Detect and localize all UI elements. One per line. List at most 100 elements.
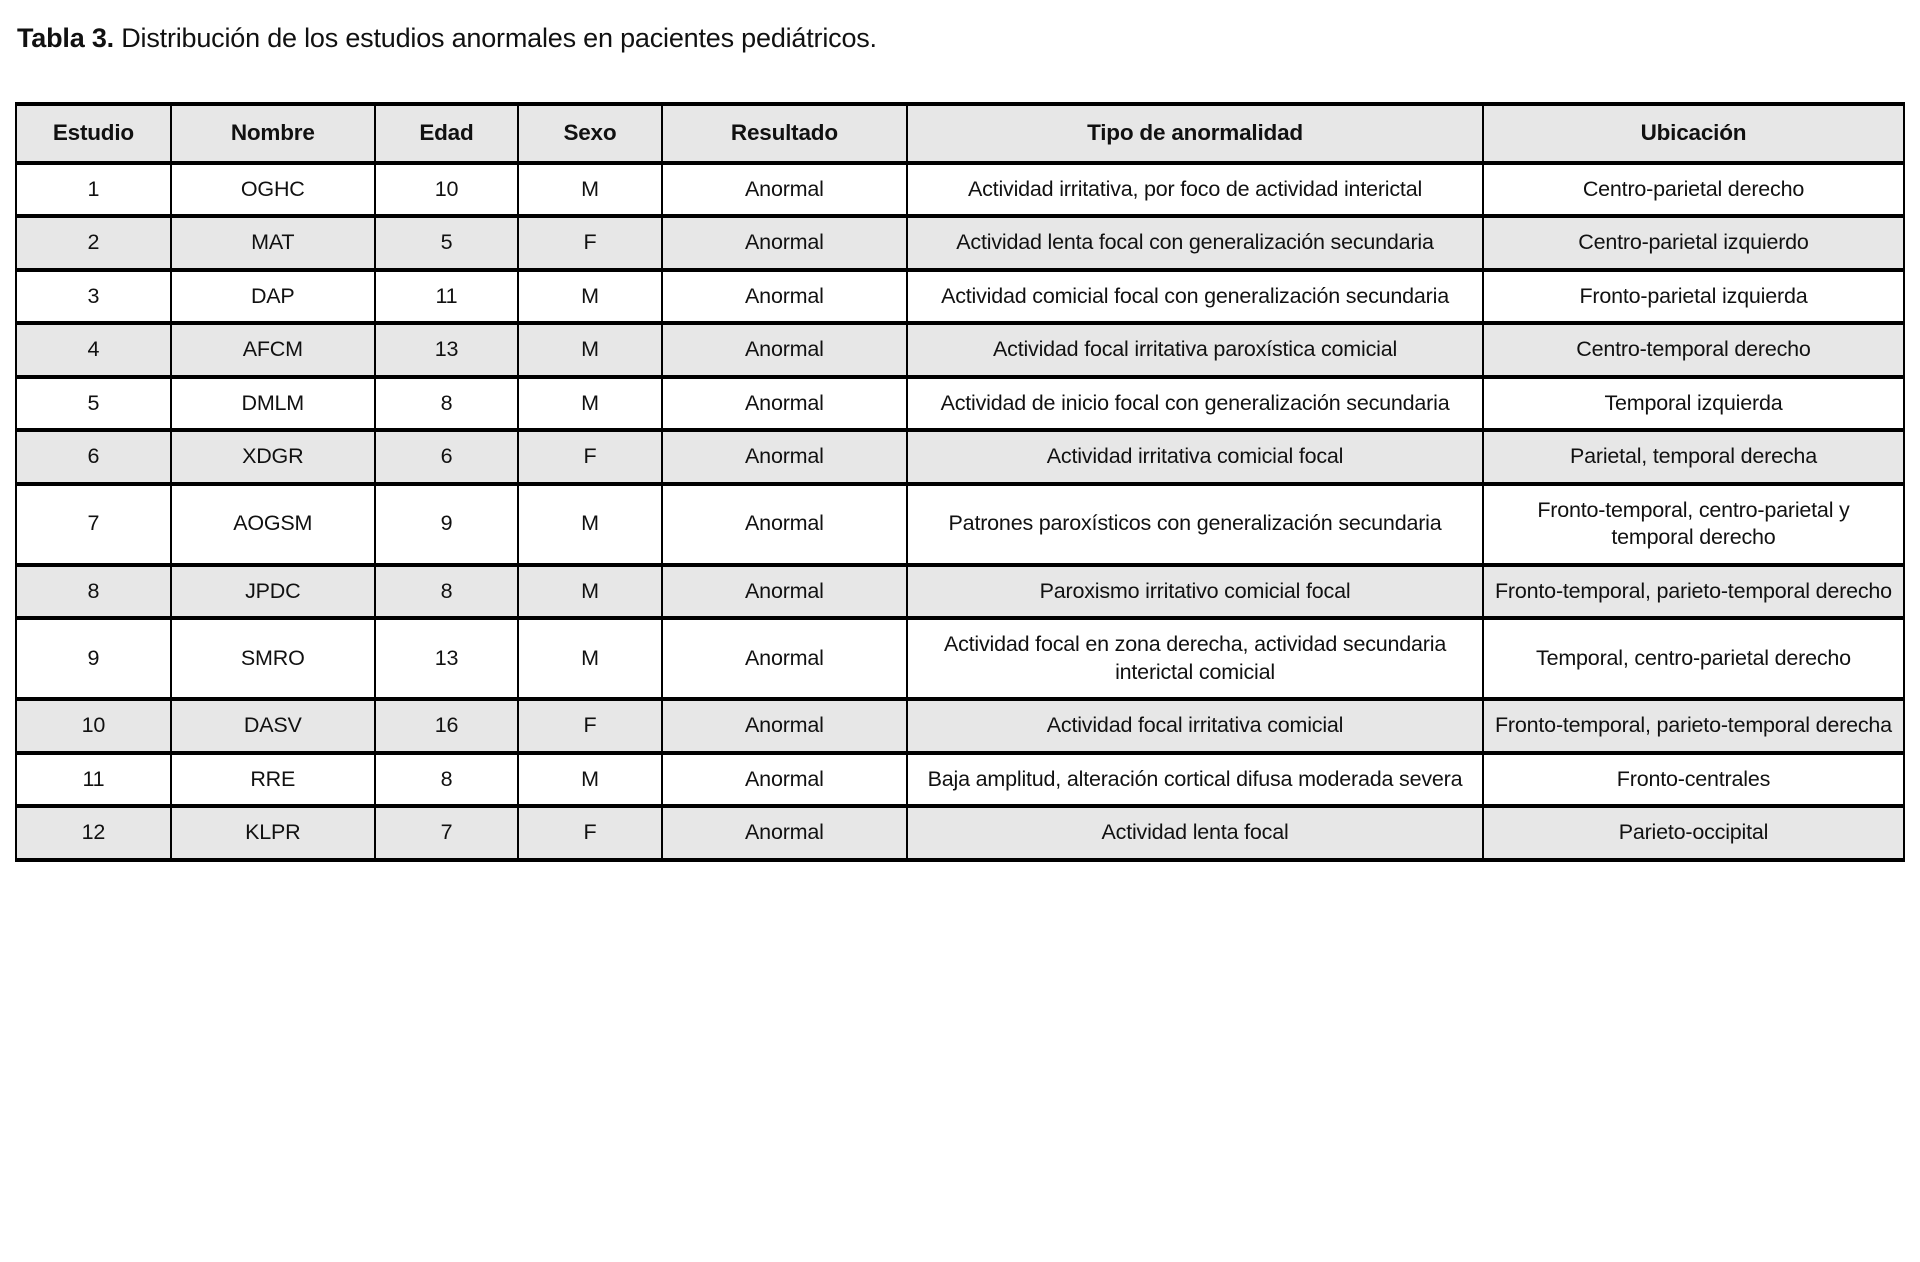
column-header-ubicacion: Ubicación xyxy=(1481,101,1906,165)
cell-resultado: Anormal xyxy=(660,750,909,809)
cell-edad: 16 xyxy=(373,697,520,755)
cell-tipo: Actividad lenta focal con generalización… xyxy=(906,214,1484,272)
cell-resultado: Anormal xyxy=(660,374,909,433)
cell-edad: 11 xyxy=(373,267,520,326)
cell-resultado: Anormal xyxy=(660,697,909,755)
cell-ubicacion: Temporal, centro-parietal derecho xyxy=(1481,616,1906,702)
cell-tipo: Actividad irritativa comicial focal xyxy=(906,428,1484,486)
table-header-row: Estudio Nombre Edad Sexo Resultado Tipo … xyxy=(15,101,1906,165)
table-row: 6 XDGR 6 F Anormal Actividad irritativa comic… xyxy=(15,428,1906,486)
abnormal-studies-table: Estudio Nombre Edad Sexo Resultado Tipo … xyxy=(15,101,1906,862)
cell-nombre: KLPR xyxy=(169,804,376,862)
cell-nombre: XDGR xyxy=(169,428,376,486)
cell-resultado: Anormal xyxy=(660,321,909,379)
table-title-text: Distribución de los estudios anormales e… xyxy=(113,23,877,53)
cell-tipo: Actividad focal en zona derecha, activid… xyxy=(906,616,1484,702)
column-header-tipo: Tipo de anormalidad xyxy=(906,101,1484,165)
cell-estudio: 2 xyxy=(15,214,172,272)
cell-edad: 6 xyxy=(373,428,520,486)
cell-tipo: Baja amplitud, alteración cortical difus… xyxy=(906,750,1484,809)
cell-ubicacion: Fronto-temporal, centro-parietal y tempo… xyxy=(1481,481,1906,567)
cell-nombre: MAT xyxy=(169,214,376,272)
column-header-nombre: Nombre xyxy=(169,101,376,165)
column-header-sexo: Sexo xyxy=(517,101,663,165)
cell-estudio: 1 xyxy=(15,160,172,219)
cell-sexo: F xyxy=(517,697,663,755)
cell-resultado: Anormal xyxy=(660,616,909,702)
cell-resultado: Anormal xyxy=(660,562,909,621)
cell-edad: 8 xyxy=(373,750,520,809)
cell-edad: 8 xyxy=(373,374,520,433)
table-row: 11 RRE 8 M Anormal Baja amplitud, alteración … xyxy=(15,750,1906,809)
cell-estudio: 7 xyxy=(15,481,172,567)
cell-tipo: Paroxismo irritativo comicial focal xyxy=(906,562,1484,621)
cell-sexo: M xyxy=(517,616,663,702)
cell-tipo: Actividad irritativa, por foco de activi… xyxy=(906,160,1484,219)
table-row: 12 KLPR 7 F Anormal Actividad lenta focal Pari… xyxy=(15,804,1906,862)
cell-estudio: 12 xyxy=(15,804,172,862)
cell-estudio: 6 xyxy=(15,428,172,486)
table-row: 8 JPDC 8 M Anormal Paroxismo irritativo comic… xyxy=(15,562,1906,621)
cell-resultado: Anormal xyxy=(660,428,909,486)
cell-nombre: DMLM xyxy=(169,374,376,433)
table-row: 5 DMLM 8 M Anormal Actividad de inicio focal … xyxy=(15,374,1906,433)
column-header-estudio: Estudio xyxy=(15,101,172,165)
column-header-edad: Edad xyxy=(373,101,520,165)
cell-estudio: 4 xyxy=(15,321,172,379)
cell-nombre: RRE xyxy=(169,750,376,809)
cell-ubicacion: Centro-parietal izquierdo xyxy=(1481,214,1906,272)
table-row: 3 DAP 11 M Anormal Actividad comicial focal c… xyxy=(15,267,1906,326)
cell-sexo: M xyxy=(517,374,663,433)
cell-nombre: DAP xyxy=(169,267,376,326)
cell-tipo: Actividad lenta focal xyxy=(906,804,1484,862)
cell-sexo: M xyxy=(517,321,663,379)
cell-resultado: Anormal xyxy=(660,267,909,326)
cell-tipo: Actividad de inicio focal con generaliza… xyxy=(906,374,1484,433)
table-title: Tabla 3. Distribución de los estudios an… xyxy=(17,22,1905,56)
cell-sexo: M xyxy=(517,160,663,219)
cell-nombre: SMRO xyxy=(169,616,376,702)
cell-nombre: AOGSM xyxy=(169,481,376,567)
cell-edad: 8 xyxy=(373,562,520,621)
cell-edad: 5 xyxy=(373,214,520,272)
cell-resultado: Anormal xyxy=(660,160,909,219)
table-row: 10 DASV 16 F Anormal Actividad focal irritati… xyxy=(15,697,1906,755)
cell-ubicacion: Parieto-occipital xyxy=(1481,804,1906,862)
table-row: 9 SMRO 13 M Anormal Actividad focal en zona d… xyxy=(15,616,1906,702)
cell-nombre: JPDC xyxy=(169,562,376,621)
cell-estudio: 11 xyxy=(15,750,172,809)
table-row: 2 MAT 5 F Anormal Actividad lenta focal con g… xyxy=(15,214,1906,272)
table-row: 4 AFCM 13 M Anormal Actividad focal irritativ… xyxy=(15,321,1906,379)
cell-ubicacion: Temporal izquierda xyxy=(1481,374,1906,433)
cell-sexo: F xyxy=(517,804,663,862)
cell-sexo: M xyxy=(517,267,663,326)
cell-edad: 10 xyxy=(373,160,520,219)
cell-ubicacion: Parietal, temporal derecha xyxy=(1481,428,1906,486)
cell-edad: 7 xyxy=(373,804,520,862)
cell-tipo: Actividad focal irritativa paroxística c… xyxy=(906,321,1484,379)
cell-sexo: M xyxy=(517,481,663,567)
cell-edad: 9 xyxy=(373,481,520,567)
cell-estudio: 9 xyxy=(15,616,172,702)
table-title-label: Tabla 3. xyxy=(17,23,114,53)
cell-tipo: Actividad focal irritativa comicial xyxy=(906,697,1484,755)
cell-sexo: M xyxy=(517,562,663,621)
cell-tipo: Patrones paroxísticos con generalización… xyxy=(906,481,1484,567)
cell-sexo: M xyxy=(517,750,663,809)
table-row: 1 OGHC 10 M Anormal Actividad irritativa, por… xyxy=(15,160,1906,219)
table-body: 1 OGHC 10 M Anormal Actividad irritativa, por… xyxy=(15,160,1906,862)
cell-ubicacion: Fronto-parietal izquierda xyxy=(1481,267,1906,326)
cell-nombre: OGHC xyxy=(169,160,376,219)
cell-ubicacion: Fronto-centrales xyxy=(1481,750,1906,809)
cell-resultado: Anormal xyxy=(660,214,909,272)
cell-nombre: DASV xyxy=(169,697,376,755)
table-row: 7 AOGSM 9 M Anormal Patrones paroxísticos con… xyxy=(15,481,1906,567)
cell-edad: 13 xyxy=(373,616,520,702)
cell-resultado: Anormal xyxy=(660,804,909,862)
cell-estudio: 8 xyxy=(15,562,172,621)
column-header-resultado: Resultado xyxy=(660,101,909,165)
cell-estudio: 5 xyxy=(15,374,172,433)
cell-tipo: Actividad comicial focal con generalizac… xyxy=(906,267,1484,326)
cell-resultado: Anormal xyxy=(660,481,909,567)
